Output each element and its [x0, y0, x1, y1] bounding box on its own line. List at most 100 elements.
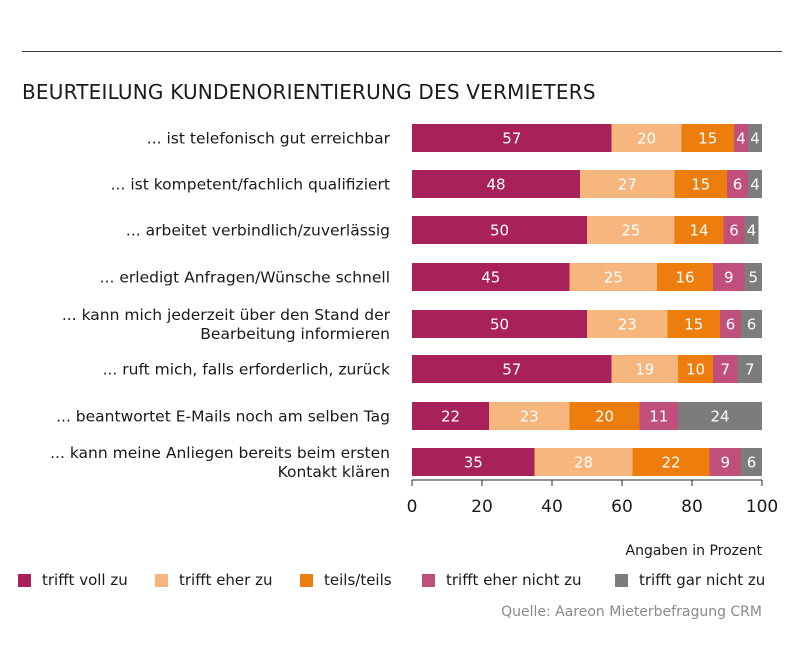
- bar-segment: [657, 263, 713, 291]
- bar-segment: [412, 310, 587, 338]
- bar-segment: [681, 124, 734, 152]
- category-label: ... arbeitet verbindlich/zuverlässig: [126, 222, 390, 240]
- bar-value-label: 20: [595, 408, 614, 426]
- legend-item: trifft gar nicht zu: [615, 571, 765, 589]
- legend-item: trifft voll zu: [18, 571, 128, 589]
- bar-segment: [727, 170, 748, 198]
- legend-item: trifft eher zu: [155, 571, 272, 589]
- bar-segment: [412, 170, 580, 198]
- x-tick-label: 60: [611, 497, 633, 517]
- category-label: ... beantwortet E-Mails noch am selben T…: [56, 408, 390, 426]
- legend-item: teils/teils: [300, 571, 392, 589]
- category-label-line: ... beantwortet E-Mails noch am selben T…: [56, 408, 390, 426]
- bar-segment: [667, 310, 720, 338]
- bar-segment: [569, 263, 657, 291]
- bar-value-label: 35: [464, 454, 483, 472]
- bar-value-label: 27: [618, 176, 637, 194]
- bar-value-label: 10: [686, 361, 705, 379]
- bar-segment: [412, 263, 570, 291]
- x-tick-label: 40: [541, 497, 563, 517]
- bar-value-label: 11: [649, 408, 668, 426]
- bar-segment: [674, 170, 727, 198]
- x-tick-label: 100: [746, 497, 778, 517]
- category-label-line: Kontakt klären: [278, 463, 390, 481]
- bar-value-label: 50: [490, 222, 509, 240]
- category-label: ... ist kompetent/fachlich qualifiziert: [111, 176, 390, 194]
- legend-label: teils/teils: [324, 571, 392, 589]
- bar-segment: [569, 402, 640, 430]
- bar-segment: [741, 448, 762, 476]
- bar-segment: [734, 124, 748, 152]
- bar-value-label: 23: [618, 316, 637, 334]
- bar-segment: [748, 170, 762, 198]
- bar-segment: [744, 263, 762, 291]
- bar-value-label: 14: [689, 222, 708, 240]
- bar-value-label: 24: [710, 408, 729, 426]
- bar-value-label: 4: [736, 130, 746, 148]
- bar-segment: [720, 310, 741, 338]
- bar-value-label: 25: [621, 222, 640, 240]
- bar-segment: [412, 402, 489, 430]
- bar-segment: [412, 216, 587, 244]
- bar-value-label: 23: [520, 408, 539, 426]
- bar-value-label: 7: [720, 361, 730, 379]
- x-tick-label: 80: [681, 497, 703, 517]
- bar-value-label: 15: [698, 130, 717, 148]
- bar-value-label: 48: [486, 176, 505, 194]
- legend-swatch: [300, 573, 313, 587]
- x-tick-label: 0: [407, 497, 418, 517]
- bar-value-label: 19: [635, 361, 654, 379]
- bar-value-label: 15: [684, 316, 703, 334]
- bar-value-label: 4: [750, 176, 760, 194]
- bar-value-label: 6: [733, 176, 743, 194]
- bar-segment: [678, 402, 762, 430]
- bar-value-label: 50: [490, 316, 509, 334]
- bar-value-label: 7: [745, 361, 755, 379]
- bar-value-label: 4: [750, 130, 760, 148]
- bar-value-label: 6: [729, 222, 739, 240]
- bar-value-label: 9: [720, 454, 730, 472]
- chart-title: BEURTEILUNG KUNDENORIENTIERUNG DES VERMI…: [22, 80, 596, 104]
- bar-segment: [709, 448, 741, 476]
- bar-value-label: 28: [574, 454, 593, 472]
- bar-value-label: 57: [502, 130, 521, 148]
- x-tick-label: 20: [471, 497, 493, 517]
- bar-segment: [737, 355, 762, 383]
- category-label: ... kann mich jederzeit über den Stand d…: [62, 306, 391, 343]
- bar-value-label: 20: [637, 130, 656, 148]
- bar-segment: [611, 355, 678, 383]
- bar-segment: [534, 448, 633, 476]
- bar-segment: [412, 448, 535, 476]
- bar-value-label: 57: [502, 361, 521, 379]
- bar-value-label: 6: [747, 316, 757, 334]
- bar-value-label: 15: [691, 176, 710, 194]
- bar-value-label: 25: [604, 269, 623, 287]
- legend-swatch: [422, 573, 435, 587]
- source-note: Quelle: Aareon Mieterbefragung CRM: [501, 604, 762, 620]
- bar-segment: [611, 124, 682, 152]
- top-rule: [22, 51, 782, 52]
- bar-segment: [744, 216, 759, 244]
- legend-swatch: [155, 573, 168, 587]
- bar-segment: [489, 402, 570, 430]
- bar-value-label: 5: [748, 269, 758, 287]
- bar-segment: [713, 263, 745, 291]
- bar-value-label: 9: [724, 269, 734, 287]
- bar-segment: [632, 448, 710, 476]
- category-label-line: ... arbeitet verbindlich/zuverlässig: [126, 222, 390, 240]
- stacked-bar-chart: ... ist telefonisch gut erreichbar 57 20 15…: [50, 124, 778, 517]
- legend-item: trifft eher nicht zu: [422, 571, 582, 589]
- category-label: ... erledigt Anfragen/Wünsche schnell: [100, 269, 390, 287]
- legend-label: trifft gar nicht zu: [639, 571, 766, 589]
- legend: trifft voll zu trifft eher zu teils/teils t…: [18, 571, 778, 595]
- bar-segment: [674, 216, 724, 244]
- legend-swatch: [615, 573, 628, 587]
- category-label-line: ... kann mich jederzeit über den Stand d…: [62, 306, 391, 324]
- bar-value-label: 22: [441, 408, 460, 426]
- bar-value-label: 16: [675, 269, 694, 287]
- legend-swatch: [18, 573, 31, 587]
- bar-segment: [412, 124, 612, 152]
- bar-segment: [587, 216, 675, 244]
- bar-segment: [580, 170, 675, 198]
- bar-segment: [678, 355, 713, 383]
